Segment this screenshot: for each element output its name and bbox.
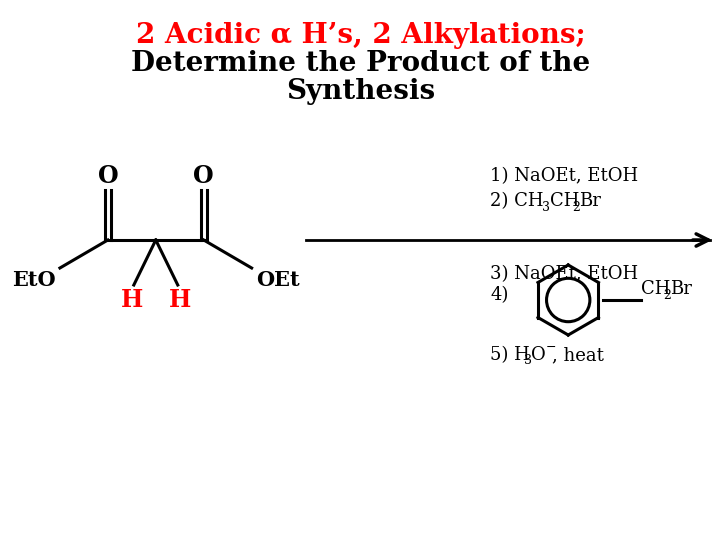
- Text: CH: CH: [641, 280, 670, 298]
- Text: CH: CH: [550, 192, 580, 210]
- Text: 2) CH: 2) CH: [490, 192, 544, 210]
- Text: 2: 2: [663, 289, 671, 302]
- Text: Br: Br: [579, 192, 601, 210]
- Text: 3) NaOEt, EtOH: 3) NaOEt, EtOH: [490, 265, 639, 283]
- Text: O: O: [97, 164, 118, 188]
- Text: 4): 4): [490, 286, 509, 304]
- Text: Determine the Product of the: Determine the Product of the: [131, 50, 590, 77]
- Text: 1) NaOEt, EtOH: 1) NaOEt, EtOH: [490, 167, 639, 185]
- Text: −: −: [545, 341, 556, 354]
- Text: O: O: [194, 164, 214, 188]
- Text: H: H: [121, 288, 143, 312]
- Text: O: O: [531, 346, 546, 364]
- Text: OEt: OEt: [256, 270, 300, 290]
- Text: Synthesis: Synthesis: [286, 78, 435, 105]
- Text: Br: Br: [670, 280, 692, 298]
- Text: 3: 3: [524, 354, 532, 368]
- Text: EtO: EtO: [12, 270, 56, 290]
- Text: , heat: , heat: [552, 346, 604, 364]
- Text: 3: 3: [542, 201, 550, 214]
- Text: H: H: [168, 288, 191, 312]
- Text: 2: 2: [572, 201, 580, 214]
- Text: 5) H: 5) H: [490, 346, 530, 364]
- Text: 2 Acidic α H’s, 2 Alkylations;: 2 Acidic α H’s, 2 Alkylations;: [135, 22, 585, 49]
